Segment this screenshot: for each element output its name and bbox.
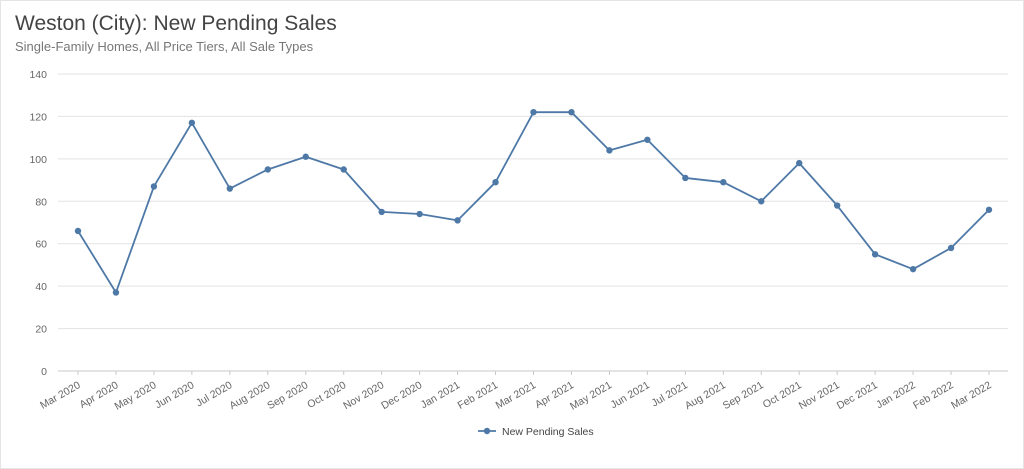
legend-label[interactable]: New Pending Sales [502, 426, 594, 438]
data-point[interactable] [112, 289, 120, 296]
x-tick-label: Feb 2021 [456, 379, 501, 412]
x-tick-label: Sep 2021 [721, 379, 766, 412]
x-tick-label: Mar 2020 [38, 379, 83, 412]
data-point[interactable] [264, 166, 271, 173]
series-line [77, 111, 990, 294]
y-tick-label: 80 [35, 196, 47, 208]
y-tick-label: 60 [35, 239, 47, 251]
grid-lines [58, 73, 1008, 372]
data-point[interactable] [833, 202, 841, 209]
data-point[interactable] [416, 210, 423, 218]
data-point[interactable] [568, 108, 575, 116]
legend-swatch-marker [483, 427, 491, 435]
y-tick-label: 40 [35, 281, 47, 293]
y-tick-label: 140 [29, 69, 47, 81]
data-point[interactable] [758, 198, 765, 205]
data-point[interactable] [74, 227, 82, 235]
x-tick-label: Nov 2020 [341, 379, 386, 412]
data-point[interactable] [492, 178, 499, 186]
x-tick-label: Dec 2020 [379, 379, 424, 412]
x-tick-label: Feb 2022 [911, 379, 956, 412]
data-point[interactable] [796, 159, 803, 167]
data-point[interactable] [150, 183, 158, 190]
data-point[interactable] [644, 136, 651, 143]
chart-title: Weston (City): New Pending Sales [15, 12, 337, 35]
y-axis-ticks: 0 20 40 60 80 100 120 140 [29, 69, 47, 378]
y-tick-label: 0 [41, 366, 47, 378]
data-point[interactable] [606, 147, 613, 154]
data-point[interactable] [454, 217, 461, 224]
y-tick-label: 120 [29, 111, 47, 123]
x-tick-label: Mar 2022 [949, 379, 994, 412]
x-tick-label: Jun 2020 [153, 379, 197, 411]
data-point[interactable] [188, 119, 196, 126]
x-tick-label: Mar 2021 [494, 379, 539, 412]
x-tick-label: Oct 2020 [305, 379, 348, 411]
series-layer [74, 108, 993, 296]
data-point[interactable] [226, 185, 234, 192]
x-tick-label: May 2020 [112, 379, 158, 413]
x-tick-label: Sep 2020 [265, 379, 310, 412]
x-tick-label: Nov 2021 [797, 379, 842, 412]
y-tick-label: 20 [35, 324, 47, 336]
data-point[interactable] [530, 108, 537, 116]
x-tick-label: Jan 2022 [874, 379, 918, 411]
x-tick-label: Jan 2021 [419, 379, 463, 411]
x-tick-label: Jun 2021 [608, 379, 652, 411]
data-point[interactable] [682, 174, 689, 182]
x-tick-label: Aug 2021 [683, 379, 728, 412]
data-point[interactable] [985, 206, 993, 213]
x-tick-label: Aug 2020 [227, 379, 272, 412]
data-point[interactable] [378, 208, 385, 216]
x-tick-label: Dec 2021 [835, 379, 880, 412]
x-tick-label: May 2021 [568, 379, 614, 413]
data-point[interactable] [302, 153, 309, 160]
data-point[interactable] [947, 244, 955, 252]
data-point[interactable] [909, 265, 917, 273]
data-point[interactable] [871, 251, 879, 258]
chart-subtitle: Single-Family Homes, All Price Tiers, Al… [15, 39, 314, 54]
legend: New Pending Sales [478, 426, 594, 438]
x-tick-label: Oct 2021 [761, 379, 804, 411]
data-point[interactable] [340, 166, 347, 173]
y-tick-label: 100 [29, 154, 47, 166]
data-point[interactable] [720, 178, 727, 186]
